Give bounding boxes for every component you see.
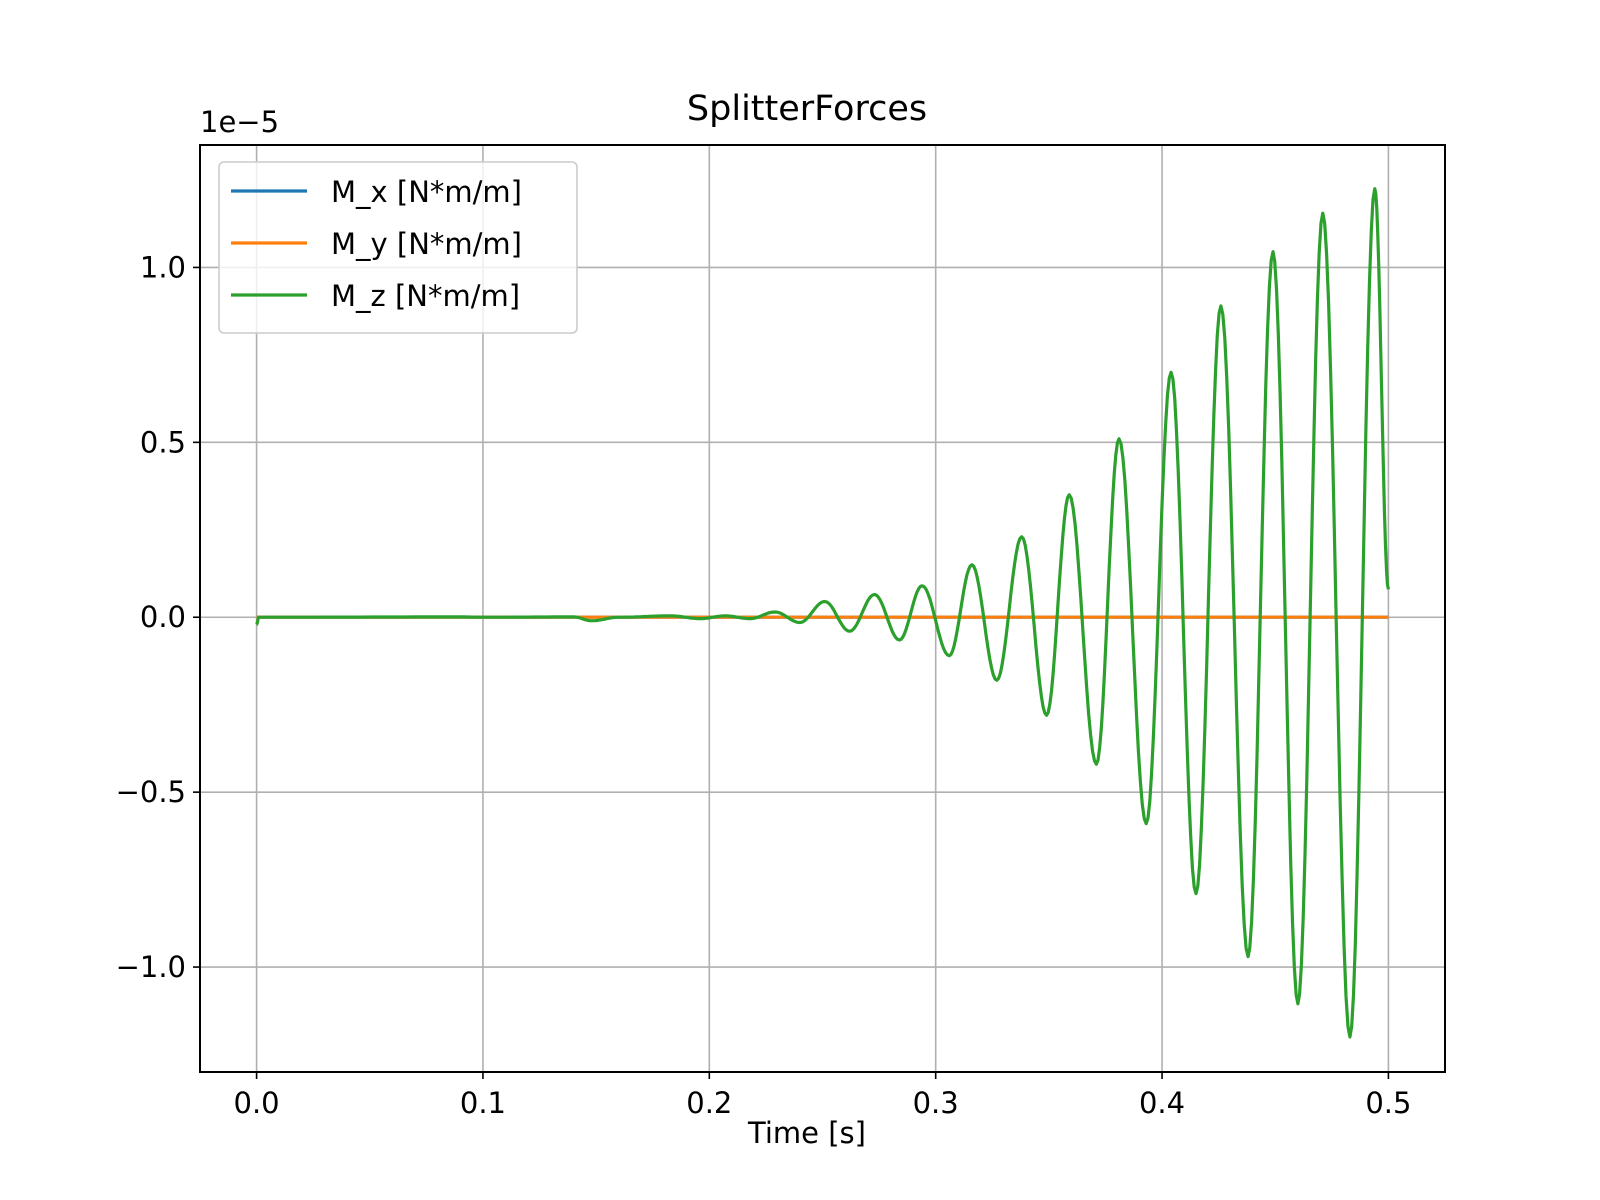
y-tick-label: −1.0 bbox=[116, 950, 186, 984]
x-axis-ticks: 0.0 0.1 0.2 0.3 0.4 0.5 bbox=[234, 1072, 1411, 1120]
y-tick-label: −0.5 bbox=[116, 775, 186, 809]
x-tick-label: 0.0 bbox=[234, 1086, 280, 1120]
chart-title: SplitterForces bbox=[687, 89, 927, 129]
x-axis-label: Time [s] bbox=[747, 1116, 866, 1150]
legend-label: M_z [N*m/m] bbox=[331, 279, 520, 313]
legend-box bbox=[218, 161, 578, 334]
x-tick-label: 0.2 bbox=[686, 1086, 732, 1120]
legend-label: M_y [N*m/m] bbox=[331, 227, 522, 261]
x-tick-label: 0.3 bbox=[913, 1086, 959, 1120]
x-tick-label: 0.1 bbox=[460, 1086, 506, 1120]
legend: M_x [N*m/m] M_y [N*m/m] M_z [N*m/m] bbox=[218, 161, 578, 334]
x-tick-label: 0.4 bbox=[1139, 1086, 1185, 1120]
y-tick-label: 0.0 bbox=[140, 600, 186, 634]
x-tick-label: 0.5 bbox=[1365, 1086, 1411, 1120]
series-layer bbox=[255, 187, 1390, 1039]
legend-label: M_x [N*m/m] bbox=[331, 175, 522, 209]
y-axis-offset-label: 1e−5 bbox=[200, 105, 279, 139]
plot-frame bbox=[199, 144, 1446, 1073]
y-tick-label: 1.0 bbox=[140, 250, 186, 284]
series-line-2 bbox=[255, 187, 1390, 1039]
y-axis-ticks: −1.0 −0.5 0.0 0.5 1.0 bbox=[116, 250, 200, 984]
y-tick-label: 0.5 bbox=[140, 425, 186, 459]
